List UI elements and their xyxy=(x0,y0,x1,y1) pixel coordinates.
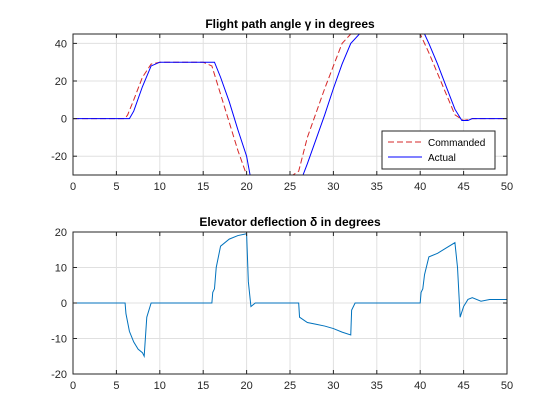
flight-path-angle-chart: 0 5 10 15 20 25 30 35 40 45 50 -20 0 20 40 Flight path… xyxy=(51,17,513,193)
x-tick-label: 10 xyxy=(154,181,166,193)
x-tick-label: 5 xyxy=(113,181,119,193)
x-tick-label: 45 xyxy=(457,181,469,193)
y-tick-label: 0 xyxy=(61,114,67,126)
y-tick-label: -20 xyxy=(51,369,67,381)
grid xyxy=(72,34,508,175)
y-tick-label: -10 xyxy=(51,334,67,346)
y-tick-label: 20 xyxy=(55,227,67,239)
x-tick-label: 50 xyxy=(501,380,513,392)
ticks: 0 5 10 15 20 25 30 35 40 45 50 -20 -10 0 10 20 xyxy=(51,227,513,392)
y-tick-label: 40 xyxy=(55,38,67,50)
x-tick-label: 20 xyxy=(240,181,252,193)
x-tick-label: 15 xyxy=(197,380,209,392)
legend-label-actual: Actual xyxy=(428,153,456,164)
x-tick-label: 10 xyxy=(154,380,166,392)
series-group xyxy=(73,233,507,359)
chart-title: Elevator deflection δ in degrees xyxy=(199,215,381,229)
x-tick-label: 40 xyxy=(414,380,426,392)
ticks: 0 5 10 15 20 25 30 35 40 45 50 -20 0 20 40 xyxy=(51,34,513,193)
series-line-actual xyxy=(73,34,507,175)
chart-title: Flight path angle γ in degrees xyxy=(205,17,375,31)
elevator-deflection-chart: 0 5 10 15 20 25 30 35 40 45 50 -20 -10 0 10 20 Elevator… xyxy=(51,215,513,392)
y-tick-label: 0 xyxy=(61,298,67,310)
y-tick-label: 10 xyxy=(55,263,67,275)
x-tick-label: 0 xyxy=(70,380,76,392)
series-line-commanded xyxy=(73,34,507,175)
x-tick-label: 35 xyxy=(371,380,383,392)
x-tick-label: 30 xyxy=(327,380,339,392)
y-tick-label: 20 xyxy=(55,76,67,88)
legend-label-commanded: Commanded xyxy=(428,138,485,149)
x-tick-label: 0 xyxy=(70,181,76,193)
series-line-delta xyxy=(73,233,507,359)
x-tick-label: 15 xyxy=(197,181,209,193)
legend: Commanded Actual xyxy=(381,130,496,170)
legend-box xyxy=(381,130,496,170)
series-group xyxy=(73,34,507,175)
x-tick-label: 50 xyxy=(501,181,513,193)
x-tick-label: 30 xyxy=(327,181,339,193)
x-tick-label: 25 xyxy=(284,380,296,392)
x-tick-label: 45 xyxy=(457,380,469,392)
x-tick-label: 35 xyxy=(371,181,383,193)
x-tick-label: 25 xyxy=(284,181,296,193)
x-tick-label: 40 xyxy=(414,181,426,193)
y-tick-label: -20 xyxy=(51,151,67,163)
x-tick-label: 5 xyxy=(113,380,119,392)
x-tick-label: 20 xyxy=(240,380,252,392)
